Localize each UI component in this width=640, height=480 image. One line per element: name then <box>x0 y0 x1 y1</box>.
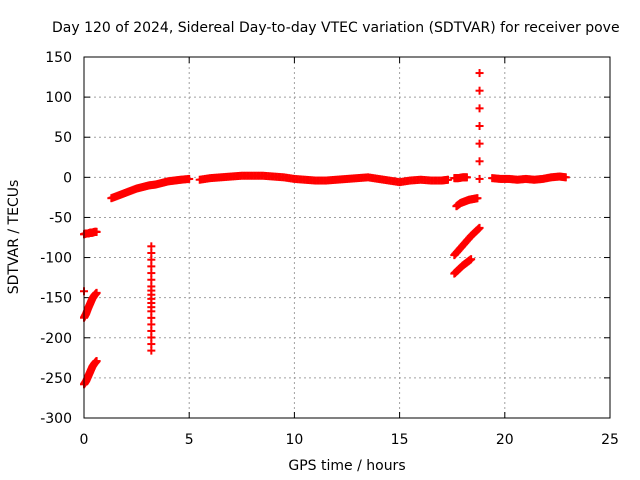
chart-title: Day 120 of 2024, Sidereal Day-to-day VTE… <box>52 20 620 36</box>
data-point <box>462 173 471 182</box>
y-tick-label: 0 <box>63 170 72 186</box>
x-tick-label: 5 <box>185 432 194 448</box>
x-tick-label: 10 <box>285 432 303 448</box>
data-point <box>475 174 484 183</box>
data-point <box>467 255 476 264</box>
y-tick-label: -200 <box>40 331 72 347</box>
data-point <box>92 357 101 366</box>
data-point <box>147 269 156 278</box>
data-point <box>147 275 156 284</box>
y-tick-label: -150 <box>40 291 72 307</box>
x-tick-label: 15 <box>391 432 409 448</box>
data-point <box>92 227 101 236</box>
x-tick-label: 25 <box>601 432 619 448</box>
data-point <box>475 104 484 113</box>
y-tick-label: 50 <box>54 130 72 146</box>
grid <box>84 57 610 418</box>
data-point <box>475 223 484 232</box>
data-point <box>147 249 156 258</box>
data-point <box>147 242 156 251</box>
data-point <box>147 346 156 355</box>
axis-ticks: -300 -250 -200 -150 -100 -50 0 50 100 150 0 5 10 15 20… <box>40 50 619 448</box>
data-point <box>443 175 452 184</box>
data-point <box>92 288 101 297</box>
data-point <box>475 139 484 148</box>
y-tick-label: -300 <box>40 411 72 427</box>
data-point <box>475 121 484 130</box>
y-tick-label: -100 <box>40 251 72 267</box>
x-tick-label: 20 <box>496 432 514 448</box>
x-axis-label: GPS time / hours <box>288 458 405 474</box>
data-point <box>475 157 484 166</box>
x-tick-label: 0 <box>80 432 89 448</box>
data-point <box>473 194 482 203</box>
y-tick-label: 150 <box>45 50 72 66</box>
data-point <box>147 255 156 264</box>
plot-frame <box>83 56 611 419</box>
data-point <box>561 173 570 182</box>
data-point <box>475 69 484 78</box>
y-axis-label: SDTVAR / TECUs <box>6 180 22 295</box>
data-point <box>147 262 156 271</box>
data-point <box>475 86 484 95</box>
data-points <box>80 69 570 389</box>
data-point <box>185 174 194 183</box>
y-tick-label: -250 <box>40 371 72 387</box>
y-tick-label: -50 <box>49 210 72 226</box>
y-tick-label: 100 <box>45 90 72 106</box>
